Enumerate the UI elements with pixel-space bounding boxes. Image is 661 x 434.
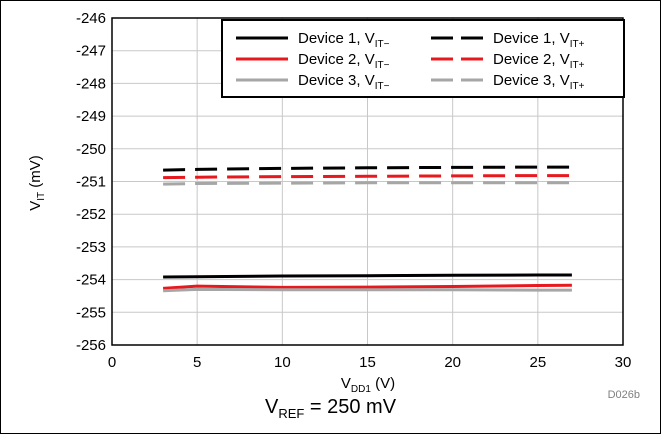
- legend-label: Device 3, VIT−: [298, 72, 390, 92]
- x-tick-label: 20: [444, 354, 461, 371]
- y-axis-label: VIT (mV): [27, 155, 47, 211]
- series-line-3: [162, 283, 572, 290]
- legend-label: Device 2, VIT+: [493, 51, 585, 71]
- series-line-4: [163, 174, 572, 180]
- figure-id: D026b: [608, 389, 640, 401]
- x-tick-label: 30: [615, 354, 632, 371]
- legend-label: Device 3, VIT+: [493, 72, 585, 92]
- legend-label: Device 1, VIT−: [298, 30, 390, 50]
- series-lines: [162, 165, 572, 293]
- plot-area-border: [111, 17, 624, 346]
- legend-label: Device 1, VIT+: [493, 30, 585, 50]
- series-line-2: [163, 165, 572, 172]
- x-axis-label: VDD1 (V): [341, 375, 395, 395]
- y-tick-label: -250: [76, 141, 106, 158]
- y-tick-label: -252: [76, 206, 106, 223]
- y-tick-label: -246: [76, 10, 106, 27]
- x-tick-labels: 0 5 10 15 20 25 30: [108, 354, 632, 371]
- x-tick-label: 15: [359, 354, 376, 371]
- y-tick-labels: -246 -247 -248 -249 -250 -251 -252 -253 -254 -255…: [76, 10, 106, 354]
- y-tick-label: -255: [76, 304, 106, 321]
- y-tick-label: -251: [76, 174, 106, 191]
- y-tick-label: -256: [76, 337, 106, 354]
- series-line-1: [163, 273, 572, 279]
- legend-label: Device 2, VIT−: [298, 51, 390, 71]
- y-tick-label: -253: [76, 239, 106, 256]
- x-tick-label: 5: [193, 354, 201, 371]
- legend-box: [221, 19, 625, 98]
- legend: Device 1, VIT− Device 1, VIT+Device 2, VI…: [221, 19, 625, 98]
- x-tick-label: 0: [108, 354, 116, 371]
- x-tick-label: 25: [529, 354, 546, 371]
- series-line-5: [163, 287, 572, 293]
- y-tick-label: -254: [76, 272, 106, 289]
- x-tick-label: 10: [274, 354, 291, 371]
- chart-caption: VREF = 250 mV: [264, 396, 397, 421]
- y-tick-label: -249: [76, 108, 106, 125]
- y-tick-label: -248: [76, 75, 106, 92]
- y-tick-label: -247: [76, 43, 106, 60]
- series-line-6: [163, 181, 572, 186]
